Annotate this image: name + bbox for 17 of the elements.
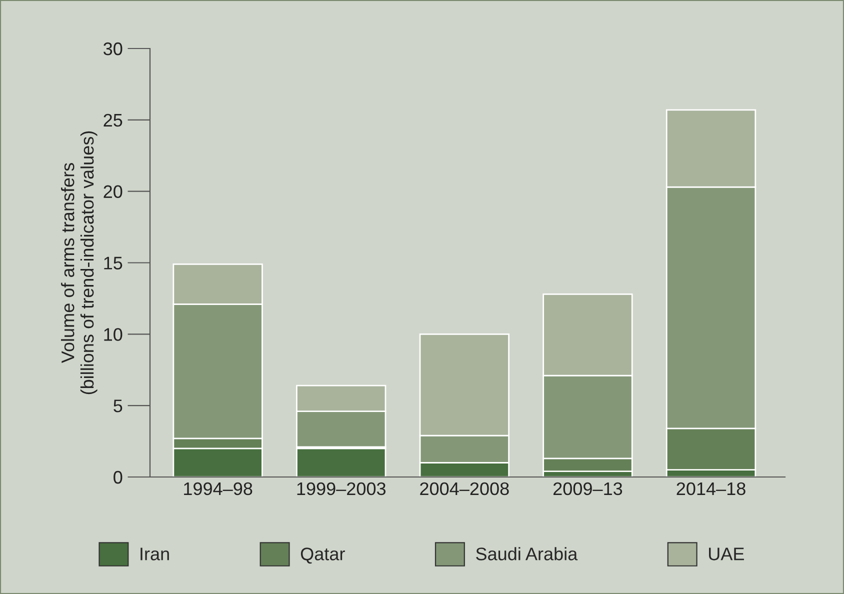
y-axis-title: Volume of arms transfers (billions of trend-indicator values) bbox=[61, 131, 98, 394]
y-tick-label: 25 bbox=[104, 114, 122, 127]
legend-label: Iran bbox=[140, 548, 169, 560]
x-tick-label: 2014–18 bbox=[676, 482, 746, 496]
y-tick-label: 30 bbox=[104, 42, 122, 56]
legend-label: Saudi Arabia bbox=[476, 547, 578, 560]
y-tick-label: 20 bbox=[104, 185, 122, 198]
y-tick-label: 0 bbox=[114, 470, 122, 484]
y-tick-label: 15 bbox=[104, 256, 122, 270]
legend-label: Qatar bbox=[300, 548, 345, 564]
x-tick-label: 1994–98 bbox=[184, 482, 252, 496]
x-tick-label: 1999–2003 bbox=[297, 482, 386, 496]
y-tick-label: 10 bbox=[104, 328, 122, 341]
legend-label: UAE bbox=[709, 548, 744, 560]
y-tick-label: 5 bbox=[114, 400, 122, 412]
x-tick-label: 2009–13 bbox=[553, 482, 622, 496]
x-tick-label: 2004–2008 bbox=[420, 482, 509, 496]
